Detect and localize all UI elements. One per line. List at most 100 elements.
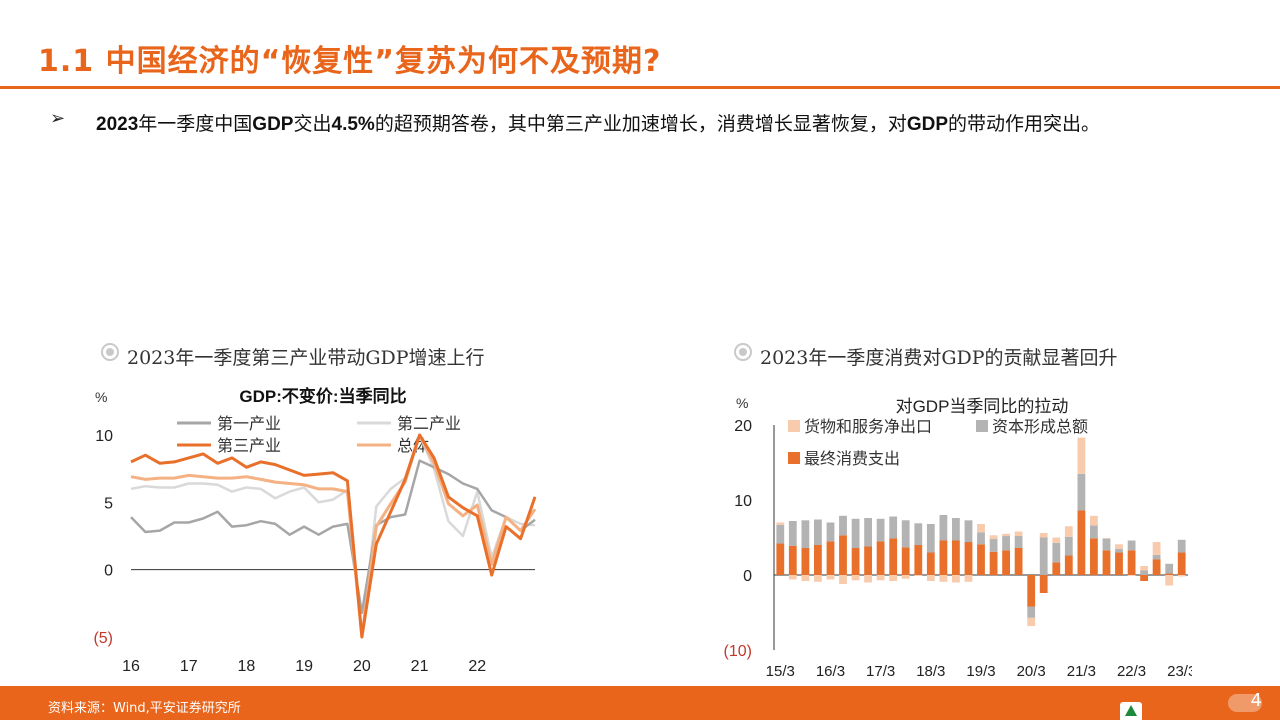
summary-growth-rate: 4.5% bbox=[331, 114, 375, 135]
bar-segment-0 bbox=[1027, 575, 1036, 607]
bar-segment-2 bbox=[1115, 544, 1123, 549]
bar-segment-1 bbox=[939, 515, 948, 541]
x-tick-label: 15/3 bbox=[766, 663, 795, 680]
bar-segment-0 bbox=[889, 538, 898, 576]
bar-segment-1 bbox=[1002, 536, 1010, 551]
y-tick-label: 10 bbox=[95, 428, 113, 445]
summary-year: 2023 bbox=[96, 114, 139, 135]
footer-bar bbox=[0, 686, 1280, 720]
bar-segment-1 bbox=[989, 539, 998, 552]
bar-segment-0 bbox=[926, 552, 935, 575]
page-number: 4 bbox=[1250, 690, 1262, 711]
bar-segment-2 bbox=[1177, 575, 1186, 577]
bar-segment-0 bbox=[1052, 562, 1061, 576]
bar-segment-1 bbox=[1052, 542, 1061, 563]
bar-segment-0 bbox=[952, 540, 960, 575]
x-tick-label: 17 bbox=[180, 658, 198, 675]
x-tick-label: 19 bbox=[295, 658, 313, 675]
chart-title: 对GDP当季同比的拉动 bbox=[896, 397, 1069, 416]
left-panel-title: 2023年一季度第三产业带动GDP增速上行 bbox=[127, 347, 485, 369]
bar-segment-1 bbox=[1064, 536, 1073, 556]
x-tick-label: 21 bbox=[411, 658, 429, 675]
x-tick-label: 16 bbox=[122, 658, 140, 675]
series-line-2 bbox=[130, 433, 537, 639]
bar-segment-2 bbox=[977, 524, 985, 533]
title-underline bbox=[0, 86, 1280, 89]
bar-segment-1 bbox=[1102, 538, 1111, 551]
legend-swatch bbox=[788, 420, 800, 432]
x-tick-label: 20 bbox=[353, 658, 371, 675]
bar-segment-0 bbox=[826, 541, 835, 576]
bar-segment-1 bbox=[839, 515, 847, 536]
bar-segment-0 bbox=[989, 551, 998, 576]
bar-segment-2 bbox=[1064, 526, 1073, 537]
bar-segment-0 bbox=[964, 542, 973, 575]
bar-segment-1 bbox=[864, 518, 872, 547]
bar-segment-1 bbox=[776, 524, 785, 544]
legend-label: 最终消费支出 bbox=[804, 450, 900, 468]
bar-segment-2 bbox=[826, 575, 835, 580]
bar-segment-2 bbox=[1027, 617, 1036, 627]
bar-segment-2 bbox=[1014, 531, 1023, 536]
bar-segment-0 bbox=[814, 545, 822, 575]
x-tick-label: 22/3 bbox=[1117, 663, 1146, 680]
bar-segment-1 bbox=[914, 523, 923, 546]
bar-segment-1 bbox=[977, 532, 985, 545]
bar-segment-0 bbox=[1014, 548, 1023, 575]
bar-segment-1 bbox=[889, 516, 898, 539]
bar-segment-1 bbox=[1039, 537, 1048, 575]
footer-source: 资料来源：Wind,平安证券研究所 bbox=[48, 701, 241, 716]
bar-segment-1 bbox=[901, 520, 910, 548]
y-axis-unit: % bbox=[95, 389, 107, 405]
gdp-contribution-bar-chart: % 对GDP当季同比的拉动 20 10 0 (10) 货物和服务净出口 资本形成总额最终消费支… bbox=[724, 395, 1192, 680]
company-logo-icon bbox=[1120, 702, 1142, 720]
bar-segment-2 bbox=[864, 575, 872, 583]
bar-segment-0 bbox=[1102, 550, 1111, 576]
x-tick-label: 16/3 bbox=[816, 663, 845, 680]
bar-segment-0 bbox=[977, 544, 985, 576]
bar-segment-1 bbox=[814, 519, 822, 545]
bar-segment-1 bbox=[876, 518, 885, 542]
bar-segment-2 bbox=[1002, 533, 1010, 537]
bar-segment-0 bbox=[1177, 552, 1186, 575]
y-tick-label: 10 bbox=[734, 493, 752, 510]
legend-label: 资本形成总额 bbox=[992, 418, 1088, 436]
x-tick-label: 18 bbox=[238, 658, 256, 675]
right-panel-radio-icon bbox=[734, 343, 752, 361]
series-line-3 bbox=[130, 433, 537, 639]
bar-segment-1 bbox=[826, 522, 835, 542]
bar-segment-2 bbox=[939, 575, 948, 582]
bar-segment-1 bbox=[788, 521, 797, 546]
bar-segment-2 bbox=[901, 575, 910, 579]
bar-segment-0 bbox=[876, 541, 885, 576]
x-tick-label: 17/3 bbox=[866, 663, 895, 680]
x-tick-label: 20/3 bbox=[1017, 663, 1046, 680]
bar-segment-1 bbox=[1177, 539, 1186, 553]
bar-segment-2 bbox=[1090, 515, 1098, 526]
bar-segment-0 bbox=[1002, 550, 1010, 576]
bar-segment-1 bbox=[1027, 606, 1036, 618]
bar-segment-0 bbox=[864, 546, 872, 575]
bar-segment-0 bbox=[1064, 555, 1073, 575]
series-line-0 bbox=[130, 459, 536, 615]
left-panel-radio-icon bbox=[101, 343, 119, 361]
gdp-growth-line-chart: % GDP:不变价:当季同比 10 5 0 (5) 16 17 18 19 20 21 22 第一产业 第二… bbox=[93, 386, 537, 675]
legend-label: 第三产业 bbox=[217, 437, 281, 455]
x-tick-label: 23/3 bbox=[1167, 663, 1192, 680]
bar-segment-2 bbox=[926, 575, 935, 581]
summary-text-1: 年一季度中国 bbox=[138, 113, 253, 135]
bar-segment-2 bbox=[1052, 537, 1061, 543]
bar-segment-2 bbox=[801, 575, 810, 581]
chart-title: GDP:不变价:当季同比 bbox=[239, 386, 406, 406]
bar-segment-0 bbox=[801, 548, 810, 575]
bar-segment-2 bbox=[952, 575, 960, 583]
summary-text-4: 的带动作用突出。 bbox=[948, 113, 1101, 135]
legend-label: 总体 bbox=[397, 437, 429, 455]
bar-segment-0 bbox=[1127, 550, 1136, 576]
y-tick-label: 20 bbox=[734, 418, 752, 435]
right-panel-title: 2023年一季度消费对GDP的贡献显著回升 bbox=[760, 347, 1118, 369]
bar-segment-2 bbox=[1152, 542, 1161, 555]
bar-segment-0 bbox=[1115, 552, 1123, 575]
series-line-1 bbox=[130, 433, 536, 639]
bar-segment-0 bbox=[839, 535, 847, 576]
